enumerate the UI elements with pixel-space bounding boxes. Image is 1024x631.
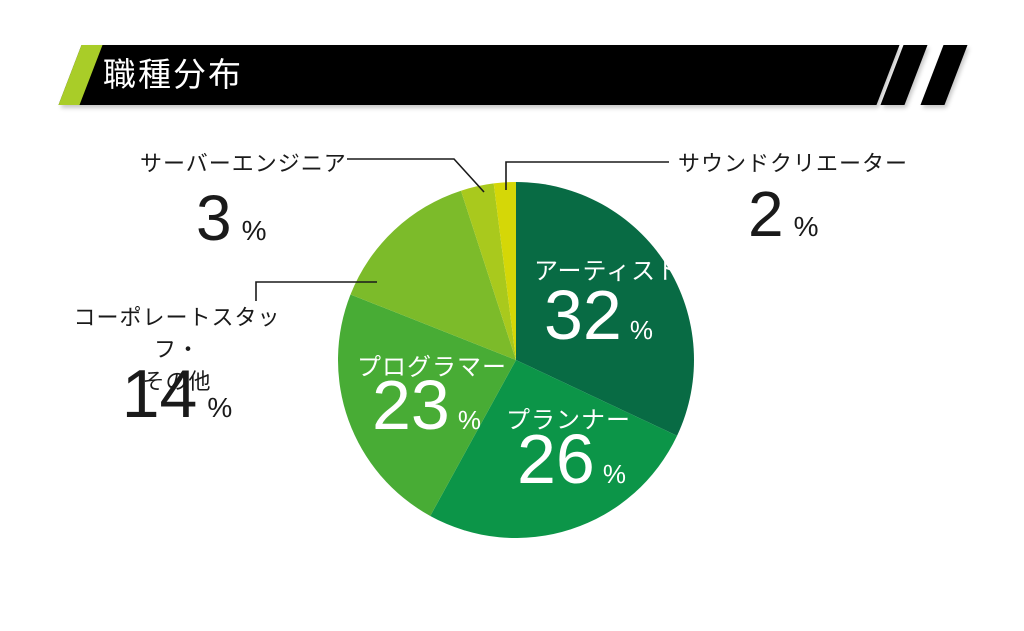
pie-slice-5 (460, 183, 516, 360)
pie-slice-6 (493, 182, 516, 360)
value-artist-unit: % (629, 315, 653, 345)
value-artist: 32 % (544, 280, 653, 350)
value-sound-creator-unit: % (793, 211, 819, 242)
value-corporate-staff-number: 14 (121, 356, 198, 432)
value-planner: 26 % (517, 424, 626, 494)
value-planner-unit: % (602, 459, 626, 489)
value-server-engineer-number: 3 (196, 182, 232, 254)
value-programmer: 23 % (372, 370, 481, 440)
value-server-engineer-unit: % (241, 215, 267, 246)
pie-slices (338, 182, 695, 538)
value-programmer-unit: % (457, 405, 481, 435)
page-title: 職種分布 (103, 56, 243, 93)
leader-line-corporate-staff (255, 281, 377, 301)
value-sound-creator-number: 2 (748, 178, 784, 250)
leader-line-sound-creator (505, 161, 669, 190)
value-corporate-staff: 14 % (57, 360, 297, 428)
label-corporate-staff-line1: コーポレートスタッフ・ (73, 305, 281, 362)
label-programmer: プログラマー (357, 354, 507, 381)
label-artist: アーティスト (534, 258, 682, 285)
label-planner: プランナー (506, 407, 631, 434)
pie-slice-3 (338, 294, 516, 516)
label-corporate-staff: コーポレートスタッフ・ その他 (57, 302, 297, 398)
value-server-engineer: 3 % (196, 186, 267, 250)
value-sound-creator: 2 % (748, 182, 819, 246)
label-server-engineer: サーバーエンジニア (140, 151, 347, 176)
pie-slice-1 (516, 182, 695, 436)
label-sound-creator: サウンドクリエーター (678, 151, 909, 176)
pie-slice-2 (430, 360, 678, 538)
value-corporate-staff-unit: % (207, 392, 233, 423)
pie-slice-4 (350, 190, 516, 360)
value-planner-number: 26 (517, 420, 595, 498)
leader-line-server-engineer (347, 158, 485, 193)
value-artist-number: 32 (544, 276, 622, 354)
label-corporate-staff-line2: その他 (142, 368, 212, 394)
value-programmer-number: 23 (372, 366, 450, 444)
